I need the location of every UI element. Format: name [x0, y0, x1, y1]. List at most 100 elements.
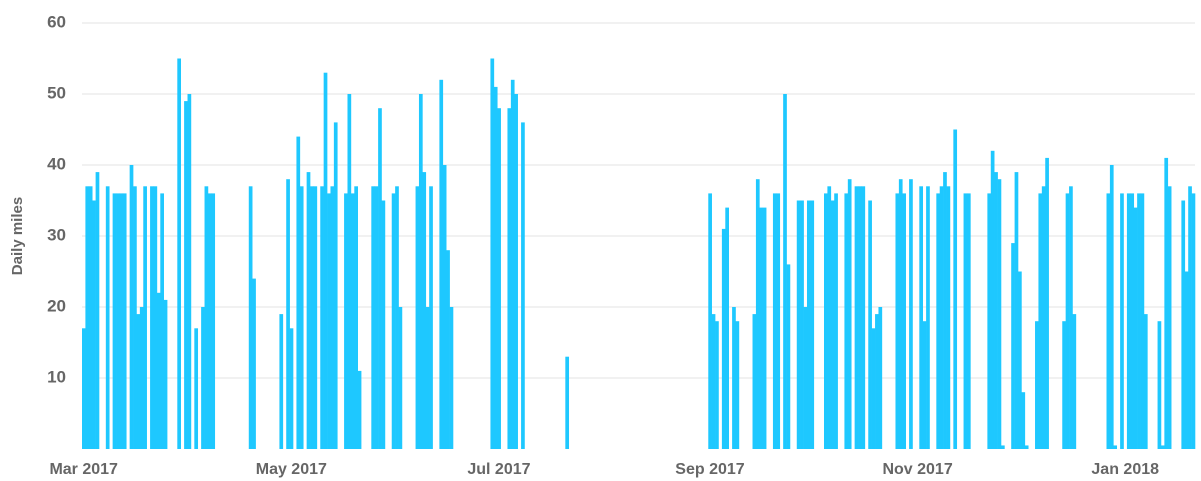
bar [133, 186, 137, 450]
bar [994, 172, 998, 449]
bar [875, 314, 879, 449]
bar [333, 122, 338, 450]
bar [800, 200, 804, 449]
bar [391, 193, 396, 449]
bar [296, 136, 301, 449]
bar [990, 150, 995, 450]
bar [1160, 445, 1165, 449]
bar [95, 172, 100, 449]
y-tick-label: 20 [47, 296, 66, 315]
bar [299, 186, 304, 450]
bar [824, 193, 828, 449]
bar [374, 186, 379, 450]
bar [796, 200, 801, 449]
bar [82, 328, 86, 449]
y-tick-label: 10 [47, 367, 66, 386]
bar [783, 94, 787, 449]
bar [1069, 186, 1073, 450]
bar [1045, 157, 1049, 449]
bar [1167, 186, 1172, 450]
bar [898, 179, 903, 449]
bar [752, 314, 757, 449]
bar [344, 193, 348, 449]
bar [310, 186, 314, 450]
bar [759, 207, 764, 449]
bar [834, 193, 838, 449]
bar [755, 179, 760, 449]
x-tick-label: Jan 2018 [1091, 461, 1159, 478]
bar [85, 186, 90, 450]
bar [136, 314, 141, 449]
bar [1137, 193, 1141, 449]
bar [105, 186, 110, 450]
bar [987, 193, 992, 449]
bar [858, 186, 862, 450]
bar [350, 193, 355, 449]
bar [1035, 321, 1039, 449]
bar [194, 328, 199, 449]
bar [1120, 193, 1124, 449]
bar [725, 207, 729, 449]
bar [803, 307, 808, 449]
bar [211, 193, 216, 449]
bar [153, 186, 158, 450]
x-tick-label: Nov 2017 [882, 461, 952, 478]
bar [953, 129, 958, 449]
bar [150, 186, 154, 450]
bar [847, 179, 852, 449]
bar [289, 328, 294, 449]
bar [1041, 186, 1046, 450]
bar [943, 172, 947, 449]
bar [207, 193, 212, 449]
bar [1000, 445, 1005, 449]
bar [715, 321, 719, 449]
bar [810, 200, 815, 449]
y-tick-label: 40 [47, 154, 66, 173]
bar [565, 356, 570, 449]
bar [497, 108, 501, 449]
bar [786, 264, 791, 449]
bar [201, 307, 205, 449]
bar [1133, 207, 1138, 449]
bar [1188, 186, 1192, 450]
bar [156, 292, 161, 449]
y-tick-label: 50 [47, 83, 66, 102]
bar [163, 299, 168, 449]
bar [248, 186, 253, 450]
bar [139, 307, 144, 449]
bar [378, 108, 382, 449]
bar [1014, 172, 1019, 449]
bar [844, 193, 849, 449]
bar [184, 101, 188, 449]
x-tick-label: Jul 2017 [467, 461, 530, 478]
bar [1065, 193, 1070, 449]
bar [868, 200, 872, 449]
bar [398, 307, 403, 449]
bar [177, 58, 182, 449]
bar [327, 193, 331, 449]
bar [92, 200, 96, 449]
bar [1072, 314, 1077, 449]
bar [514, 94, 518, 449]
bar [963, 193, 968, 449]
bar [1024, 445, 1029, 449]
bar [966, 193, 971, 449]
bar [347, 94, 352, 449]
bar [88, 186, 93, 450]
bar [1011, 243, 1015, 449]
bar [926, 186, 930, 450]
bar [306, 172, 311, 449]
bar [1181, 200, 1186, 449]
bar [252, 278, 256, 449]
bar [1021, 392, 1026, 449]
bar [732, 307, 736, 449]
bar [1191, 193, 1196, 449]
bar [507, 108, 512, 449]
x-tick-label: Mar 2017 [49, 461, 118, 478]
x-tick-label: May 2017 [256, 461, 327, 478]
bar [1113, 445, 1118, 449]
bar [711, 314, 716, 449]
bar [330, 186, 335, 450]
bar [493, 86, 498, 450]
bar [116, 193, 120, 449]
